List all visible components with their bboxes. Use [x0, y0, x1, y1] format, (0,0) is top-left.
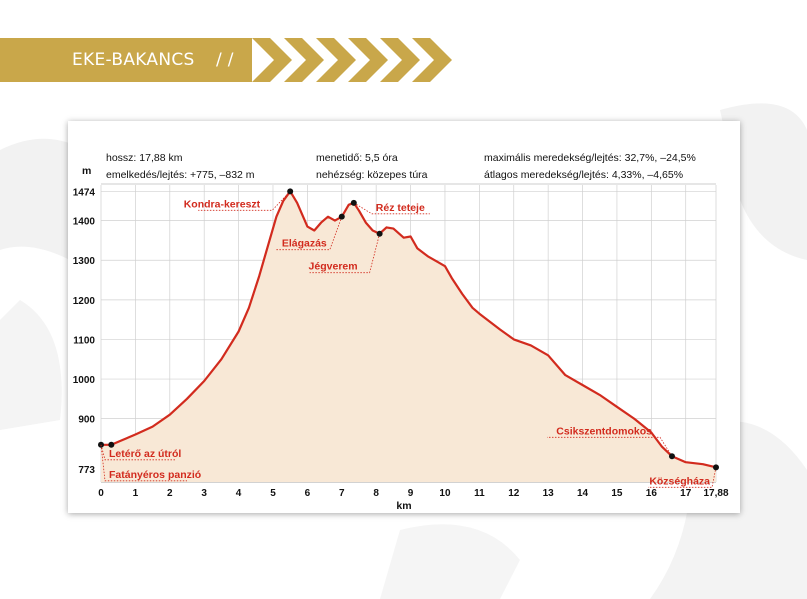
- info-max-gradient: maximális meredekség/lejtés: 32,7%, –24,…: [484, 152, 696, 164]
- waypoint-leader: [648, 467, 717, 488]
- waypoint-label: Fatányéros panzió: [109, 469, 201, 481]
- elevation-profile-card: hossz: 17,88 km emelkedés/lejtés: +775, …: [68, 121, 740, 513]
- y-axis-label: m: [82, 165, 91, 177]
- y-tick-labels: 773 900 1000 1100 1200 1300 1400 1474: [73, 187, 96, 476]
- waypoint-leader: [353, 202, 430, 215]
- x-tick-label: 6: [305, 488, 311, 499]
- waypoint-dot: [98, 441, 104, 448]
- brand-title: EKE-BAKANCS: [72, 50, 195, 70]
- elevation-chart: hossz: 17,88 km emelkedés/lejtés: +775, …: [73, 152, 729, 512]
- waypoint-label: Letérő az útról: [109, 448, 181, 460]
- waypoint-leader: [100, 444, 187, 482]
- y-tick-label: 1000: [73, 375, 96, 386]
- x-tick-label: 14: [577, 488, 589, 499]
- x-tick-label: 7: [339, 488, 345, 499]
- x-tick-label: 2: [167, 488, 173, 499]
- x-tick-label: 17: [680, 488, 692, 499]
- x-tick-label: 12: [508, 488, 520, 499]
- x-tick-label: 0: [98, 488, 104, 499]
- x-tick-label: 13: [543, 488, 555, 499]
- x-tick-label: 15: [611, 488, 623, 499]
- x-tick-label: 4: [236, 488, 242, 499]
- chevron-arrows-icon: [252, 38, 452, 82]
- header-band: [0, 38, 252, 82]
- y-tick-label: 1100: [73, 335, 95, 346]
- waypoint-leader: [198, 191, 291, 211]
- x-tick-label: 17,88: [703, 488, 728, 499]
- header-title: EKE-BAKANCS / / 9: [72, 38, 262, 82]
- page-number: 9: [251, 50, 263, 70]
- x-tick-label: 10: [439, 488, 451, 499]
- elevation-area: [101, 191, 716, 483]
- info-block: hossz: 17,88 km emelkedés/lejtés: +775, …: [106, 152, 696, 181]
- waypoint-dot: [350, 199, 357, 206]
- waypoint-label: Elágazás: [282, 238, 327, 250]
- waypoint-dot: [713, 464, 719, 471]
- waypoint-markers: Letérő az útról Fatányéros panzió Kondra-k…: [98, 188, 719, 488]
- y-tick-label: 1474: [73, 187, 96, 198]
- x-tick-label: 11: [474, 488, 485, 499]
- info-walking-time: menetidő: 5,5 óra: [316, 152, 398, 164]
- y-tick-label: 1300: [73, 256, 96, 267]
- title-separator: / /: [216, 50, 234, 70]
- waypoint-label: Jégverem: [309, 261, 358, 273]
- waypoint-dot: [108, 441, 115, 448]
- x-tick-label: 9: [408, 488, 414, 499]
- info-difficulty: nehézség: közepes túra: [316, 169, 428, 181]
- y-tick-label: 1400: [73, 217, 96, 228]
- y-tick-label: 1200: [73, 296, 96, 307]
- x-tick-labels: 0 1 2 3 4 5 6 7 8 9 10 11 12 13 14 15 16 17 17,88: [98, 488, 729, 499]
- y-tick-label: 773: [78, 465, 95, 476]
- info-avg-gradient: átlagos meredekség/lejtés: 4,33%, –4,65%: [484, 169, 683, 181]
- waypoint-dot: [376, 230, 383, 237]
- waypoint-label: Réz teteje: [376, 202, 425, 214]
- y-tick-label: 900: [78, 415, 95, 426]
- info-length: hossz: 17,88 km: [106, 152, 183, 164]
- x-tick-label: 3: [201, 488, 207, 499]
- waypoint-leader: [547, 436, 673, 457]
- waypoint-label: Községháza: [649, 475, 710, 487]
- waypoint-label: Kondra-kereszt: [184, 198, 261, 210]
- waypoint-leader: [100, 444, 176, 461]
- x-tick-label: 5: [270, 488, 276, 499]
- x-tick-label: 8: [373, 488, 379, 499]
- waypoint-label: Csikszentdomokos: [556, 425, 652, 437]
- waypoint-dot: [287, 188, 294, 195]
- info-elevation-change: emelkedés/lejtés: +775, –832 m: [106, 169, 255, 181]
- x-tick-label: 1: [133, 488, 139, 499]
- waypoint-leader: [309, 233, 380, 274]
- x-tick-label: 16: [646, 488, 658, 499]
- waypoint-dot: [668, 453, 675, 460]
- waypoint-dot: [338, 213, 345, 220]
- x-axis-label: km: [396, 500, 411, 512]
